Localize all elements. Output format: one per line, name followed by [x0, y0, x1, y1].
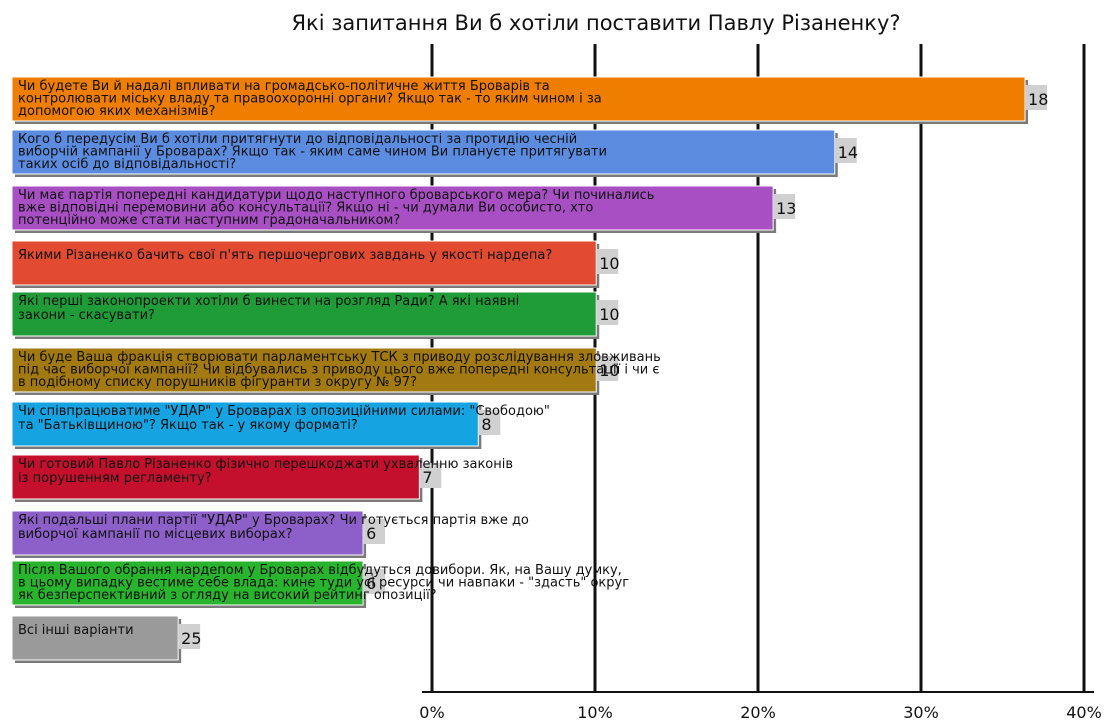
bar-label: Чи будете Ви й надалі впливати на громад… [18, 79, 550, 94]
bar-label: Які перші законопроекти хотіли б винести… [18, 294, 519, 309]
bar-count-label: 7 [422, 468, 432, 487]
bar-count-label: 14 [838, 143, 858, 162]
x-tick-label: 0% [419, 703, 444, 722]
bar-count-label: 10 [599, 254, 619, 273]
bar-label: Якими Різаненко бачить свої п'ять першоч… [18, 248, 552, 263]
bar-group: 7Чи готовий Павло Різаненко фізично пере… [11, 454, 513, 502]
bar [11, 510, 364, 556]
bar [11, 615, 179, 661]
bars: 18 Чи будете Ви й надалі впливати на гром… [11, 76, 1048, 663]
bar-label: Чи готовий Павло Різаненко фізично переш… [18, 457, 513, 472]
bar-group: 13 Чи має партія попередні кандидатури що… [11, 185, 796, 233]
bar-label: Чи буде Ваша фракція створювати парламен… [18, 350, 661, 365]
count-badge [596, 356, 619, 381]
bar-label: виборчій кампанії у Броварах? Якщо так -… [18, 145, 607, 160]
bar-label: Всі інші варіанти [18, 623, 134, 638]
bar-group: 25 Всі інші варіанти [11, 615, 202, 663]
bar [11, 129, 836, 175]
bar-group: 14 Кого б передусім Ви б хотіли притягнут… [11, 129, 858, 177]
bar-label: виборчої кампанії по місцевих виборах? [18, 527, 293, 542]
count-badge [363, 519, 386, 544]
bar-label: Чи має партія попередні кандидатури щодо… [18, 188, 654, 203]
chart-title: Які запитання Ви б хотіли поставити Павл… [291, 11, 900, 35]
count-badge [596, 300, 619, 325]
bar-label: вже відповідні перемовини або консультац… [18, 201, 593, 216]
bar-label: контролювати міську владу та правоохорон… [18, 92, 602, 107]
count-badge [478, 410, 501, 435]
x-tick-label: 10% [577, 703, 613, 722]
bar-label: та "Батьківщиною"? Якщо так - у якому фо… [18, 418, 358, 433]
bar-label: Кого б передусім Ви б хотіли притягнути … [18, 132, 577, 147]
x-tick-label: 20% [740, 703, 776, 722]
bar [11, 291, 597, 337]
count-badge [363, 569, 386, 594]
bar-count-label: 8 [481, 415, 491, 434]
bar-count-label: 10 [599, 361, 619, 380]
bar-group: 8Чи співпрацюватиме "УДАР" у Броварах із… [11, 401, 550, 449]
x-tick-label: 40% [1066, 703, 1102, 722]
bar [11, 347, 597, 393]
bar-label: допомогою яких механізмів? [18, 104, 215, 119]
count-badge [1025, 85, 1048, 110]
count-badge [773, 194, 796, 219]
x-axis: 0% 10% 20% 30% 40% [419, 703, 1101, 722]
x-tick-label: 30% [903, 703, 939, 722]
bar-label: із порушенням регламенту? [18, 471, 212, 486]
bar-count-label: 18 [1028, 90, 1048, 109]
bar-label: таких осіб до відповідальності? [18, 157, 236, 172]
count-badge [596, 249, 619, 274]
bar-label: потенційно може стати наступним градонач… [18, 213, 400, 228]
bar-count-label: 13 [776, 199, 796, 218]
bar-count-label: 25 [181, 629, 201, 648]
bar-label: під час виборчої кампанії? Чи відбувалис… [18, 363, 660, 378]
bar-label: як безперспективний з огляду на високий … [18, 588, 437, 603]
count-badge [419, 463, 442, 488]
bar-group: 18 Чи будете Ви й надалі впливати на гром… [11, 76, 1048, 124]
bar-label: закони - скасувати? [18, 308, 155, 323]
bar-label: Після Вашого обрання нардепом у Броварах… [18, 563, 622, 578]
bar-count-label: 6 [366, 524, 376, 543]
bar-count-label: 10 [599, 305, 619, 324]
count-badge [834, 138, 857, 163]
bar-group: 10 Якими Різаненко бачить свої п'ять перш… [11, 240, 620, 288]
bar [11, 401, 479, 447]
bar-label: Чи співпрацюватиме "УДАР" у Броварах із … [18, 404, 550, 419]
bar-label: Які подальші плани партії "УДАР" у Брова… [18, 513, 529, 528]
bar [11, 185, 774, 231]
count-badge [178, 624, 201, 649]
bar-label: в подібному списку порушників фігуранти … [18, 375, 417, 390]
bar-label: в цьому випадку вестиме себе влада: кине… [18, 576, 629, 591]
bar-group: 10 Які перші законопроекти хотіли б винес… [11, 291, 620, 339]
bar-count-label: 6 [366, 574, 376, 593]
bar [11, 454, 420, 500]
